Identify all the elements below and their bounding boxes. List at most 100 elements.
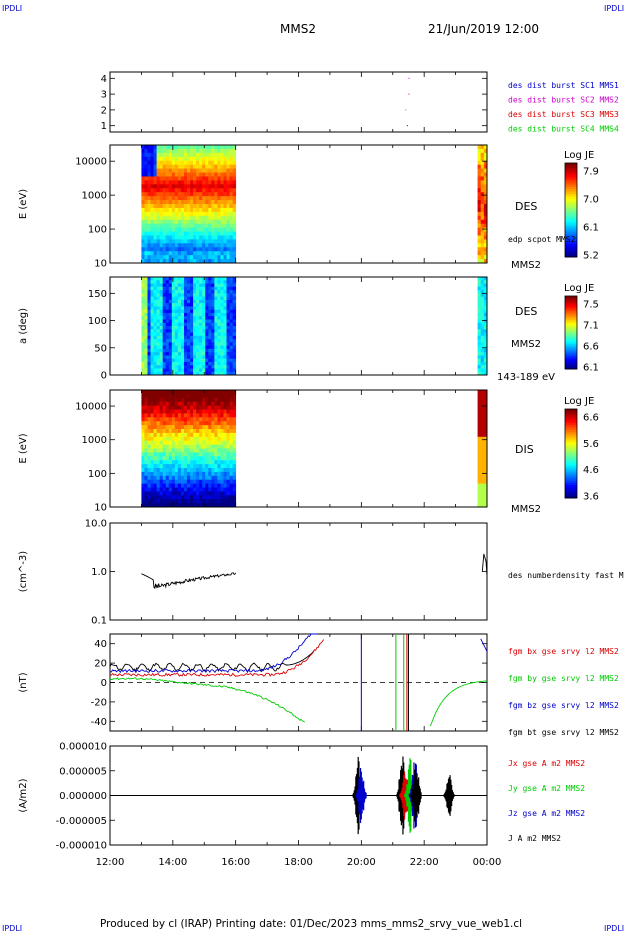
spectrogram-cell [150,196,154,201]
spectrogram-cell [199,448,203,453]
spectrogram-cell [205,251,209,256]
spectrogram-cell [150,479,154,484]
spectrogram-cell [162,247,167,252]
spectrogram-cell [205,326,209,330]
spectrogram-cell [180,322,185,327]
spectrogram-cell [156,251,161,256]
spectrogram-cell [214,468,218,473]
spectrogram-cell [196,421,200,426]
spectrogram-cell [220,432,224,438]
colorbar-cell [565,299,577,302]
spectrogram-cell [147,358,151,363]
spectrogram-cell [217,460,221,465]
spectrogram-cell [156,296,161,301]
spectrogram-cell [232,355,237,360]
spectrogram-cell [159,464,164,469]
spectrogram-cell [229,296,234,301]
spectrogram-cell [187,456,191,461]
spectrogram-cell [214,491,218,496]
spectrogram-cell [205,436,209,442]
spectrogram-cell [232,361,237,366]
spectrogram-cell [153,243,158,248]
spectrogram-cell [208,452,212,457]
spectrogram-cell [141,348,145,353]
spectrogram-cell [211,483,215,488]
colorbar-cell [565,167,577,171]
spectrogram-cell [156,425,161,430]
spectrogram-cell [168,390,173,395]
spectrogram-cell [187,390,191,395]
spectrogram-cell [159,290,164,294]
spectrogram-cell [229,452,234,457]
spectrogram-cell [199,309,203,314]
spectrogram-cell [217,358,221,363]
spectrogram-cell [193,290,197,294]
spectrogram-cell [226,319,230,324]
spectrogram-cell [226,332,230,337]
spectrogram-cell [150,464,154,469]
spectrogram-cell [199,475,203,481]
spectrogram-cell [144,164,148,169]
spectrogram-cell [205,393,209,399]
spectrogram-cell [208,355,212,360]
spectrogram-cell [214,188,218,193]
spectrogram-cell [196,355,200,360]
spectrogram-cell [153,312,158,317]
spectrogram-cell [147,180,151,185]
spectrogram-cell [229,345,234,350]
spectrogram-cell [183,355,188,360]
spectrogram-cell [174,235,179,240]
spectrogram-cell [159,322,164,327]
x-tick-label: 22:00 [410,857,439,868]
spectrogram-cell [480,152,485,158]
spectrogram-cell [205,172,209,177]
spectrogram-cell [226,326,230,330]
spectrogram-cell [150,401,154,406]
spectrogram-cell [483,192,488,197]
spectrogram-cell [193,219,197,225]
spectrogram-cell [208,188,212,193]
spectrogram-cell [202,464,206,469]
spectrogram-cell [193,306,197,311]
spectrogram-cell [220,475,224,481]
spectrogram-cell [477,239,482,244]
spectrogram-cell [187,251,191,256]
spectrogram-cell [226,436,230,442]
spectrogram-cell [202,475,206,481]
spectrogram-cell [196,204,200,209]
spectrogram-cell [147,219,151,225]
spectrogram-cell [220,322,224,327]
spectrogram-cell [183,390,188,395]
spectrogram-cell [165,200,170,205]
spectrogram-cell [165,148,170,154]
spectrogram-cell [223,235,227,240]
spectrogram-cell [217,319,221,324]
spectrogram-cell [174,204,179,209]
spectrogram-cell [211,425,215,430]
spectrogram-cell [217,452,221,457]
spectrogram-cell [226,464,230,469]
spectrogram-cell [171,390,176,395]
spectrogram-cell [226,361,230,366]
spectrogram-cell [480,368,485,373]
spectrogram-cell [196,251,200,256]
spectrogram-cell [171,231,176,236]
spectrogram-cell [165,371,170,376]
spectrogram-cell [141,156,145,162]
spectrogram-cell [153,352,158,356]
spectrogram-cell [202,352,206,356]
spectrogram-cell [205,339,209,343]
spectrogram-cell [217,286,221,291]
spectrogram-cell [477,329,482,333]
spectrogram-cell [196,365,200,369]
spectrogram-cell [229,231,234,236]
spectrogram-cell [190,491,194,496]
spectrogram-cell [171,176,176,181]
colorbar-cell [565,316,577,319]
spectrogram-cell [147,306,151,311]
spectrogram-cell [232,471,237,477]
spectrogram-cell [156,280,161,284]
spectrogram-cell [174,172,179,177]
spectrogram-cell [226,152,230,158]
spectrogram-cell [159,255,164,260]
